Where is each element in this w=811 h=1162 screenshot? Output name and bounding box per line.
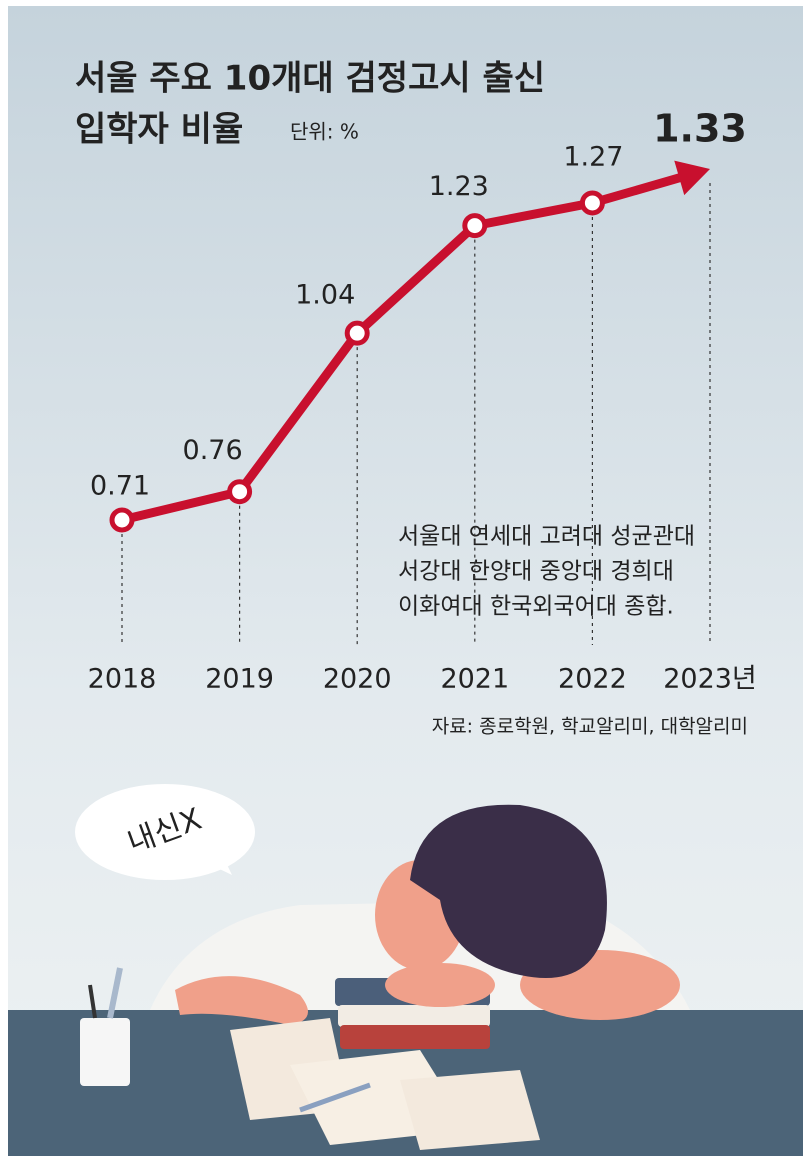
speech-tail bbox=[205, 850, 232, 875]
arrow-head bbox=[674, 160, 710, 196]
value-label: 0.71 bbox=[90, 471, 150, 502]
value-label: 1.33 bbox=[653, 107, 747, 151]
data-point bbox=[109, 507, 135, 533]
note-line: 이화여대 한국외국어대 종합. bbox=[398, 594, 674, 620]
book bbox=[338, 1005, 490, 1027]
data-point bbox=[462, 213, 488, 239]
x-tick-label: 2019 bbox=[205, 664, 274, 695]
forearm bbox=[385, 963, 495, 1007]
x-tick-label: 2021 bbox=[440, 664, 509, 695]
speech-bubble bbox=[75, 784, 255, 880]
title-line: 입학자 비율 bbox=[75, 110, 243, 150]
hair bbox=[410, 804, 607, 978]
chart: 2018 2019 2020 2021 2022 2023년 0.71 0.76 1.04 1.2… bbox=[88, 107, 757, 695]
note-line: 서강대 한양대 중앙대 경희대 bbox=[398, 559, 674, 585]
x-tick-label: 2020 bbox=[323, 664, 392, 695]
data-point bbox=[227, 479, 253, 505]
hand bbox=[175, 976, 308, 1025]
pencil bbox=[88, 984, 97, 1019]
data-point bbox=[344, 320, 370, 346]
illustration: 내신X bbox=[8, 784, 803, 1156]
value-label: 1.04 bbox=[295, 280, 355, 311]
title-line: 서울 주요 10개대 검정고시 출신 bbox=[75, 59, 545, 99]
pencil-cup bbox=[80, 1018, 130, 1086]
source-label: 자료: 종로학원, 학교알리미, 대학알리미 bbox=[432, 716, 748, 738]
value-label: 0.76 bbox=[183, 435, 243, 466]
data-point bbox=[579, 190, 605, 216]
paper bbox=[400, 1070, 540, 1150]
data-line bbox=[120, 170, 691, 525]
note-line: 서울대 연세대 고려대 성균관대 bbox=[398, 524, 695, 550]
unit-label: 단위: % bbox=[290, 120, 359, 144]
x-tick-label: 2023년 bbox=[663, 664, 757, 695]
book bbox=[340, 1025, 490, 1049]
value-label: 1.27 bbox=[563, 141, 623, 172]
pencil bbox=[107, 967, 123, 1019]
x-tick-label: 2022 bbox=[558, 664, 627, 695]
pencil bbox=[299, 1082, 371, 1113]
value-label: 1.23 bbox=[429, 171, 489, 202]
x-tick-label: 2018 bbox=[88, 664, 157, 695]
